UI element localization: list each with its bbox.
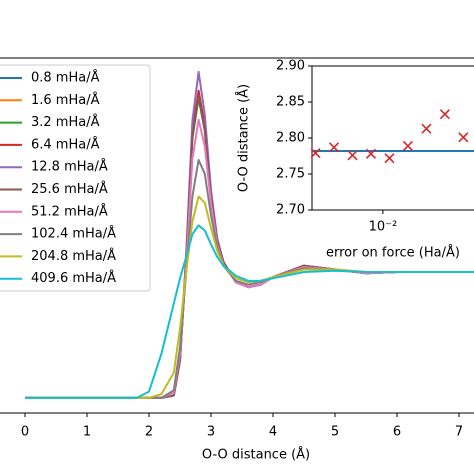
legend-label: 12.8 mHa/Å — [31, 159, 108, 175]
point — [421, 123, 432, 134]
point — [458, 132, 469, 143]
x-tick-label: 1 — [83, 425, 91, 440]
legend: 0.8 mHa/Å 1.6 mHa/Å 3.2 mHa/Å 6.4 mHa/Å 12.8… — [0, 64, 151, 292]
point — [384, 153, 395, 164]
y-tick-label: 2.90 — [276, 59, 305, 74]
legend-label: 0.8 mHa/Å — [31, 70, 100, 86]
legend-label: 204.8 mHa/Å — [31, 248, 116, 264]
legend-label: 102.4 mHa/Å — [31, 226, 116, 242]
point — [347, 150, 358, 161]
legend-label: 25.6 mHa/Å — [31, 181, 108, 197]
y-axis-label: O-O distance (Å) — [236, 84, 252, 192]
data-line — [25, 224, 474, 399]
x-tick-label: 7 — [455, 425, 463, 440]
x-axis-label: O-O distance (Å) — [202, 447, 310, 463]
point — [439, 109, 450, 120]
x-tick-label: 6 — [393, 425, 401, 440]
y-tick-label: 2.75 — [276, 167, 305, 182]
inset-background — [311, 65, 474, 211]
x-axis-label: error on force (Ha/Å) — [326, 245, 460, 261]
legend-label: 51.2 mHa/Å — [31, 203, 108, 219]
legend-label: 1.6 mHa/Å — [31, 92, 100, 108]
x-tick-label: 3 — [207, 425, 215, 440]
legend-label: 409.6 mHa/Å — [31, 270, 116, 286]
plot-frame — [0, 57, 474, 414]
legend-box — [0, 64, 151, 292]
y-tick-label: 2.85 — [276, 95, 305, 110]
y-tick-label: 2.80 — [276, 131, 305, 146]
point — [310, 148, 321, 159]
y-tick-label: 2.70 — [276, 203, 305, 218]
x-tick-label: 4 — [269, 425, 277, 440]
point — [365, 148, 377, 159]
x-tick-label: 5 — [331, 425, 339, 440]
x-tick-label: 10⁻² — [369, 220, 398, 235]
x-tick-label: 0 — [21, 425, 29, 440]
legend-label: 3.2 mHa/Å — [31, 114, 100, 130]
point — [402, 140, 413, 151]
x-tick-label: 2 — [145, 425, 153, 440]
legend-label: 6.4 mHa/Å — [31, 136, 100, 152]
point — [328, 142, 340, 153]
